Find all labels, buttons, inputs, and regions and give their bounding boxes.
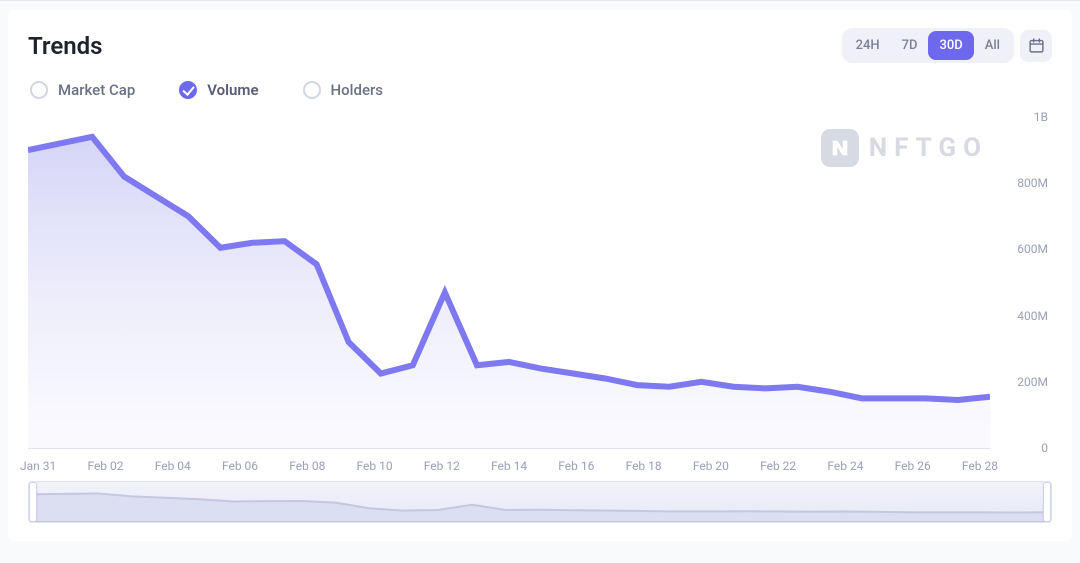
legend-row: Market Cap Volume Holders xyxy=(28,81,1052,99)
x-tick: Feb 24 xyxy=(827,459,863,473)
timerange-24h[interactable]: 24H xyxy=(845,31,891,60)
x-tick: Feb 22 xyxy=(760,459,796,473)
x-tick: Feb 16 xyxy=(558,459,594,473)
y-tick: 0 xyxy=(1041,441,1048,455)
y-tick: 400M xyxy=(1017,309,1048,323)
x-tick: Feb 12 xyxy=(424,459,460,473)
y-tick: 600M xyxy=(1017,242,1048,256)
x-tick: Feb 08 xyxy=(289,459,325,473)
timerange-7d[interactable]: 7D xyxy=(891,31,929,60)
legend-radio xyxy=(30,81,48,99)
top-divider xyxy=(0,0,1080,10)
calendar-icon xyxy=(1028,37,1045,54)
legend-label: Market Cap xyxy=(58,81,135,99)
x-tick: Feb 20 xyxy=(693,459,729,473)
legend-item-holders[interactable]: Holders xyxy=(303,81,384,99)
legend-radio xyxy=(179,81,197,99)
x-tick: Feb 14 xyxy=(491,459,527,473)
legend-radio xyxy=(303,81,321,99)
header-row: Trends 24H7D30DAll xyxy=(28,28,1052,63)
legend-label: Volume xyxy=(207,81,258,99)
x-tick: Jan 31 xyxy=(20,459,56,473)
brush-handle-right[interactable] xyxy=(1043,482,1051,522)
chart-svg xyxy=(28,117,990,448)
timerange-segment: 24H7D30DAll xyxy=(842,28,1014,63)
timerange-group: 24H7D30DAll xyxy=(842,28,1052,63)
page-title: Trends xyxy=(28,32,103,60)
x-tick: Feb 04 xyxy=(155,459,191,473)
calendar-button[interactable] xyxy=(1020,30,1052,62)
x-tick: Feb 18 xyxy=(626,459,662,473)
x-tick: Feb 28 xyxy=(962,459,998,473)
legend-item-volume[interactable]: Volume xyxy=(179,81,258,99)
x-tick: Feb 02 xyxy=(87,459,123,473)
chart-fill xyxy=(28,137,990,448)
y-tick: 800M xyxy=(1017,176,1048,190)
x-axis-ticks: Jan 31 Feb 02 Feb 04 Feb 06 Feb 08 Feb 10 Feb … xyxy=(20,459,998,473)
chart-area[interactable]: 0200M400M600M800M1B xyxy=(28,117,990,449)
x-tick: Feb 06 xyxy=(222,459,258,473)
brush-bar[interactable] xyxy=(28,481,1052,523)
legend-label: Holders xyxy=(331,81,384,99)
brush-area xyxy=(29,493,1051,522)
timerange-all[interactable]: All xyxy=(974,31,1011,60)
brush-handle-left[interactable] xyxy=(29,482,37,522)
legend-item-market-cap[interactable]: Market Cap xyxy=(30,81,135,99)
brush-svg xyxy=(29,482,1051,522)
y-tick: 1B xyxy=(1034,110,1048,124)
x-tick: Feb 10 xyxy=(357,459,393,473)
trends-card: Trends 24H7D30DAll Market Cap Volume Holde… xyxy=(8,10,1072,541)
y-tick: 200M xyxy=(1017,375,1048,389)
x-tick: Feb 26 xyxy=(895,459,931,473)
timerange-30d[interactable]: 30D xyxy=(928,31,973,60)
chart-container: NFTGO 0200M400M600M800M1B Jan 31Feb 02Fe… xyxy=(28,117,1052,467)
